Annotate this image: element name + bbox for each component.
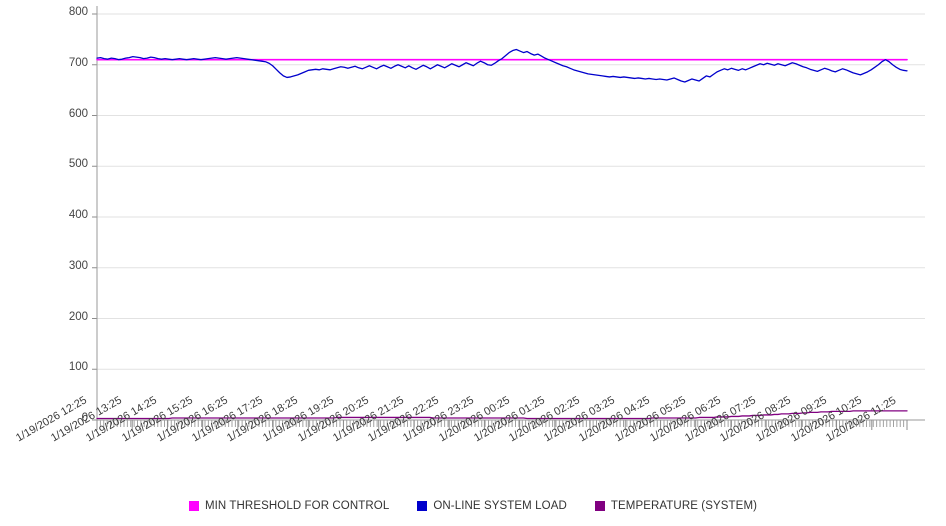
legend-color-swatch [417, 501, 428, 511]
y-tick-label: 200 [68, 310, 88, 323]
legend-label: MIN THRESHOLD FOR CONTROL [204, 500, 390, 512]
legend-item[interactable]: ON-LINE SYSTEM LOAD [417, 500, 567, 512]
y-tick-label: 400 [68, 209, 88, 221]
legend-color-swatch [188, 501, 199, 511]
legend-label: ON-LINE SYSTEM LOAD [433, 500, 567, 512]
y-tick-label: 0 [81, 412, 88, 424]
legend-item[interactable]: TEMPERATURE (SYSTEM) [594, 500, 758, 512]
y-tick-label: 500 [68, 158, 88, 171]
series-line [96, 410, 908, 420]
y-tick-label: 300 [68, 259, 88, 272]
y-tick-label: 600 [68, 107, 88, 120]
legend-color-swatch [594, 501, 605, 511]
y-tick-label: 700 [68, 56, 88, 69]
series-line [96, 48, 908, 83]
legend-label: TEMPERATURE (SYSTEM) [610, 500, 758, 512]
chart-legend: MIN THRESHOLD FOR CONTROL ON-LINE SYSTEM … [0, 494, 946, 518]
legend-item[interactable]: MIN THRESHOLD FOR CONTROL [188, 500, 390, 512]
y-tick-label: 800 [68, 6, 88, 18]
y-tick-label: 100 [68, 361, 88, 374]
